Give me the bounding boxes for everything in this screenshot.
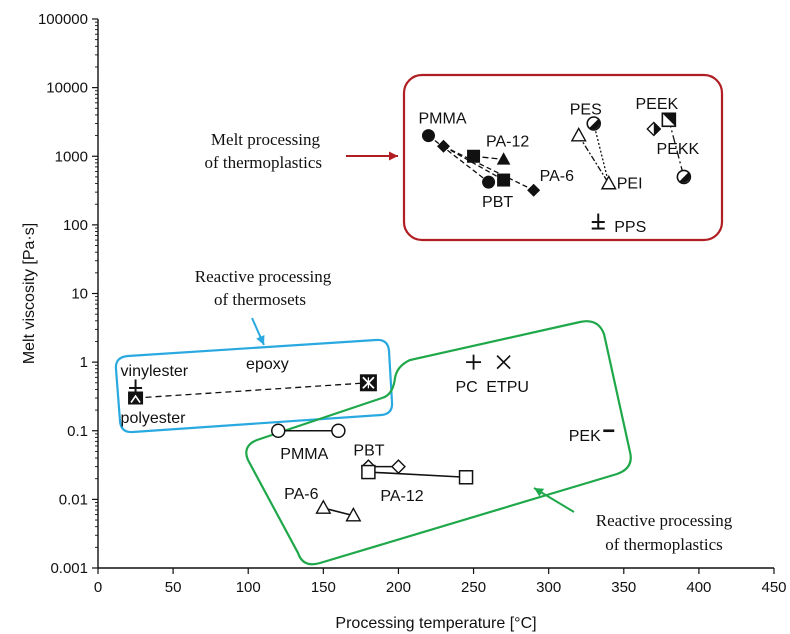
annotation-label-line: Reactive processing — [195, 267, 332, 286]
y-tick-label: 0.1 — [67, 423, 88, 440]
y-tick-label: 1000 — [55, 148, 88, 165]
x-tick-label: 300 — [536, 579, 561, 596]
x-axis-title: Processing temperature [°C] — [335, 615, 536, 632]
data-point-pmma-circle-open — [331, 423, 346, 438]
x-tick-label: 150 — [311, 579, 336, 596]
data-point-pes-circle-half — [586, 116, 602, 131]
group-outline-melt-thermoplastics — [402, 73, 724, 242]
data-point-pc-plus — [466, 354, 482, 370]
data-point-pa-6-triangle-open — [345, 507, 362, 522]
y-tick-label: 0.01 — [59, 491, 88, 508]
point-label-pps: PPS — [614, 219, 646, 236]
point-label-pek: PEK — [569, 428, 601, 445]
data-point-pbt-diamond-open — [390, 459, 406, 475]
chart-layer: 0 50 100 150 200 250 300 350 400 450 0.001 0.01 0.1 1… — [21, 11, 787, 632]
y-tick-label: 100000 — [38, 11, 88, 28]
y-axis-title: Melt viscosity [Pa·s] — [21, 223, 38, 364]
data-point-pa-12-triangle-filled — [496, 152, 511, 165]
annotation-label-line: of thermoplastics — [204, 153, 322, 172]
y-tick-label: 1 — [80, 354, 88, 371]
group-outline-reactive-thermosets — [114, 338, 394, 434]
point-label-vinylester: vinylester — [121, 363, 189, 380]
point-label-pbt: PBT — [482, 194, 513, 211]
data-point-pbt-square-filled — [467, 149, 481, 163]
data-point-epoxy-x-box — [359, 374, 377, 392]
annotation-arrowhead — [534, 488, 545, 497]
connector-peek-pekk — [668, 119, 685, 178]
point-label-pa-6: PA-6 — [284, 486, 318, 503]
data-point-pa-12-square-open — [458, 470, 474, 485]
point-label-pbt: PBT — [353, 443, 384, 460]
x-tick-label: 200 — [386, 579, 411, 596]
connector-pbt-melt — [443, 145, 504, 181]
point-label-pmma: PMMA — [418, 111, 466, 128]
x-tick-label: 100 — [236, 579, 261, 596]
x-tick-label: 350 — [611, 579, 636, 596]
connector-pei — [578, 135, 610, 184]
point-label-pekk: PEKK — [657, 141, 700, 158]
data-point-pekk-circle-half — [676, 169, 692, 185]
x-tick-label: 400 — [686, 579, 711, 596]
data-point-pa-6-triangle-open — [315, 499, 332, 514]
data-point-etpu-x — [496, 355, 511, 370]
connector-thermosets — [135, 382, 369, 399]
point-label-epoxy: epoxy — [246, 356, 289, 373]
annotation-label-line: Reactive processing — [596, 511, 733, 530]
point-label-pes: PES — [570, 102, 602, 119]
point-label-pa-12: PA-12 — [380, 488, 423, 505]
connector-pmma-melt — [428, 135, 489, 183]
data-point-pbt-square-filled — [497, 173, 511, 187]
annotation-label-line: of thermosets — [214, 290, 306, 309]
point-label-etpu: ETPU — [486, 379, 529, 396]
data-point-pei-triangle-open — [600, 174, 617, 190]
x-tick-label: 450 — [761, 579, 786, 596]
point-label-pa-12: PA-12 — [486, 133, 529, 150]
x-tick-label: 0 — [94, 579, 102, 596]
annotation-arrowhead — [389, 151, 398, 161]
x-tick-label: 50 — [165, 579, 182, 596]
point-label-pc: PC — [455, 379, 477, 396]
connector-pes-pei — [593, 123, 610, 184]
data-point-pa-12-square-open — [361, 464, 376, 480]
point-label-pei: PEI — [617, 176, 643, 193]
data-point-pmma-circle-filled — [482, 175, 496, 189]
annotation-arrowhead — [256, 334, 265, 345]
point-label-polyester: polyester — [121, 410, 187, 427]
annotation-label-line: Melt processing — [211, 130, 321, 149]
y-tick-label: 0.001 — [50, 560, 88, 577]
data-point-pmma-circle-filled — [421, 129, 435, 143]
data-point-polyester-wedge-box — [128, 391, 144, 405]
data-point-peek-square-half — [661, 112, 677, 128]
y-tick-label: 10000 — [46, 80, 88, 97]
data-point-pa-12-diamond-filled — [437, 139, 451, 153]
data-point-pa-6-diamond-filled — [527, 183, 541, 197]
point-label-pmma: PMMA — [280, 446, 328, 463]
data-point-peek-diamond-half — [646, 121, 662, 137]
data-point-pmma-circle-open — [271, 423, 286, 438]
point-label-peek: PEEK — [636, 96, 679, 113]
annotation-label-line: of thermoplastics — [605, 535, 723, 554]
connector-pa6-melt — [443, 145, 534, 191]
data-point-pps-plus-box — [591, 213, 605, 230]
y-tick-label: 10 — [71, 286, 88, 303]
connector-pa12-reactive — [368, 471, 467, 479]
y-tick-label: 100 — [63, 217, 88, 234]
x-tick-label: 250 — [461, 579, 486, 596]
point-label-pa-6: PA-6 — [540, 168, 574, 185]
data-point-pei-triangle-open — [570, 126, 587, 142]
